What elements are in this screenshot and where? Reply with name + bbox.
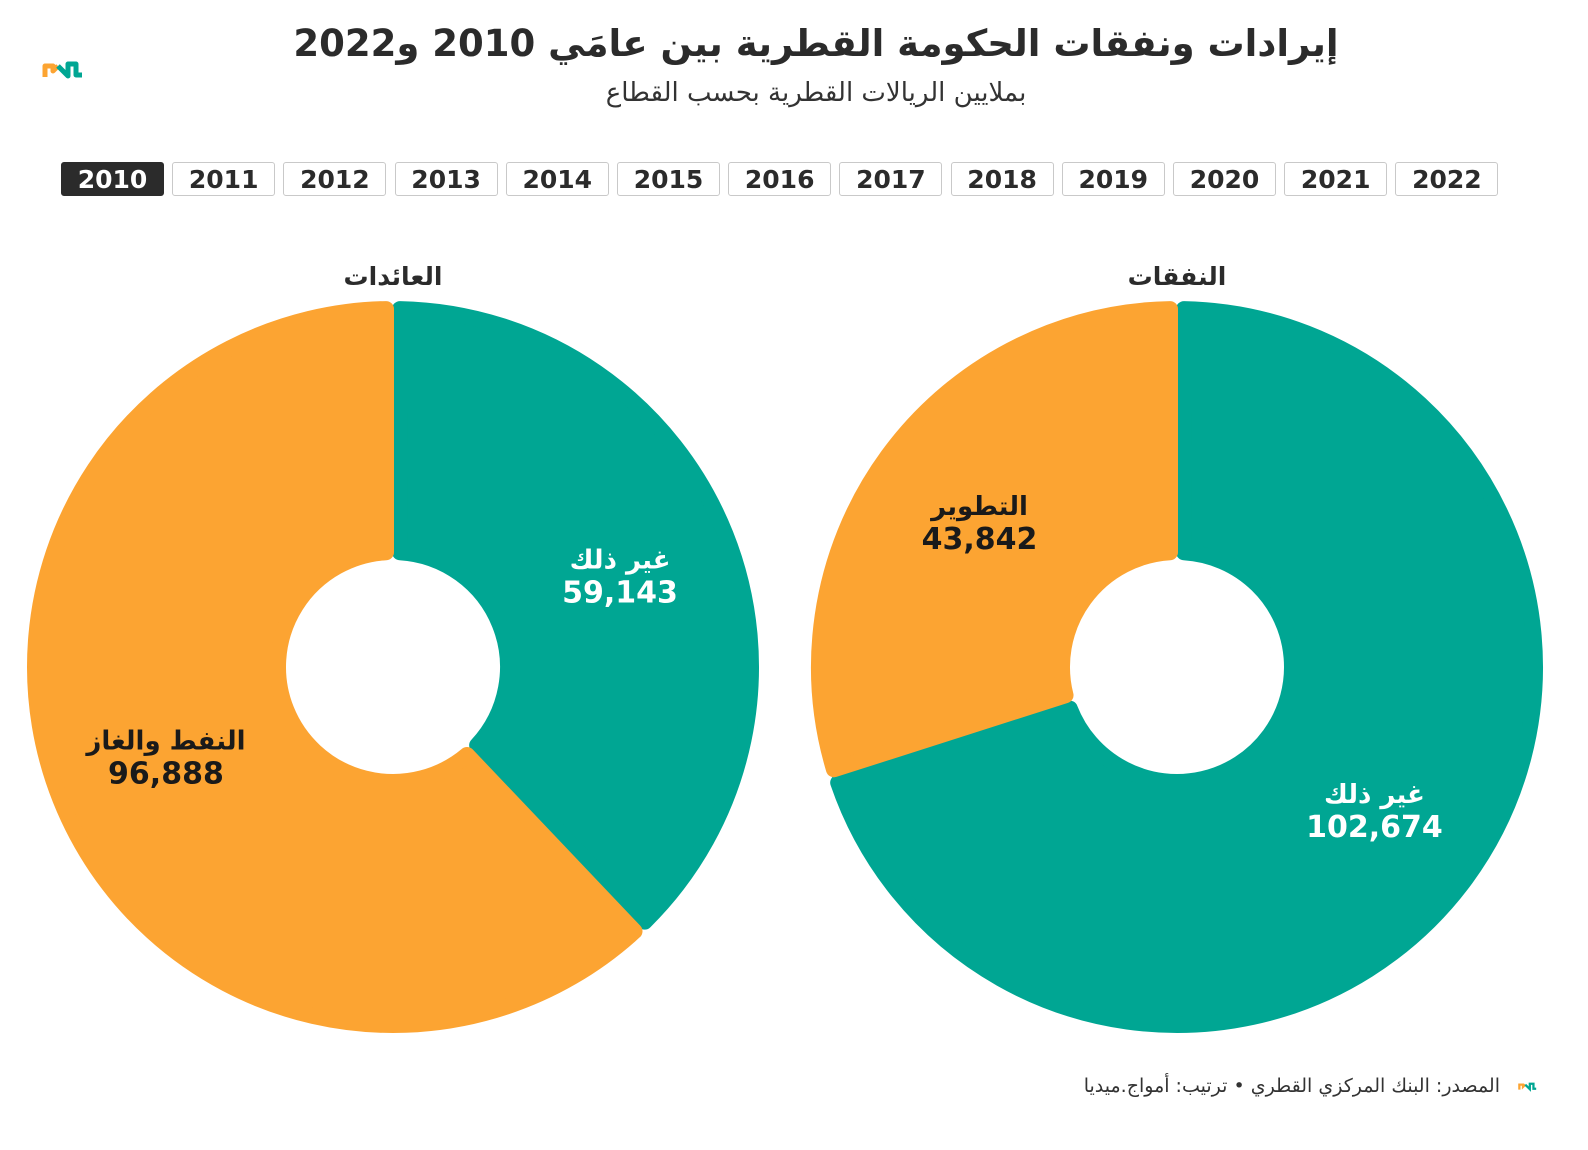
year-tab-2019[interactable]: 2019	[1061, 162, 1165, 196]
slice-label-revenues-1: النفط والغاز	[84, 727, 245, 757]
year-tab-2015[interactable]: 2015	[617, 162, 720, 196]
slice-value-revenues-1: 96,888	[108, 757, 224, 792]
year-tab-2012[interactable]: 2012	[283, 162, 387, 196]
year-tab-2018[interactable]: 2018	[950, 162, 1054, 196]
year-tab-2011[interactable]: 2011	[172, 162, 276, 196]
year-tabs: 2010 2011 2012 2013 2014 2015 2016 2017 2018 2019…	[61, 162, 1503, 198]
chart-title: إيرادات ونفقات الحكومة القطرية بين عامَي…	[293, 22, 1339, 65]
amwaj-small-logo-icon	[1518, 1082, 1537, 1092]
slice-label-expenditures-1: التطوير	[929, 492, 1028, 522]
donut-title-expenditures: النفقات	[1128, 262, 1227, 291]
year-tab-2010[interactable]: 2010	[61, 162, 164, 196]
slice-value-expenditures-0: 102,674	[1306, 810, 1443, 845]
chart-subtitle: بملايين الريالات القطرية بحسب القطاع	[605, 78, 1027, 108]
year-tab-2021[interactable]: 2021	[1284, 162, 1388, 196]
source-note: المصدر: البنك المركزي القطري • ترتيب: أم…	[1083, 1075, 1500, 1097]
year-tab-2016[interactable]: 2016	[728, 162, 832, 196]
year-tab-2014[interactable]: 2014	[505, 162, 609, 196]
slice-label-revenues-0: غير ذلك	[570, 545, 671, 575]
slice-revenues-0[interactable]	[391, 301, 759, 930]
amwaj-logo-icon	[42, 61, 82, 79]
slice-value-revenues-0: 59,143	[562, 575, 678, 610]
year-tab-2013[interactable]: 2013	[394, 162, 498, 196]
year-tab-2022[interactable]: 2022	[1395, 162, 1499, 196]
slice-expenditures-0[interactable]	[830, 301, 1543, 1033]
slice-revenues-1[interactable]	[27, 301, 643, 1033]
slice-value-expenditures-1: 43,842	[922, 522, 1038, 557]
donut-title-revenues: العائدات	[344, 262, 443, 291]
slice-label-expenditures-0: غير ذلك	[1324, 780, 1425, 810]
slice-expenditures-1[interactable]	[811, 301, 1178, 778]
year-tab-2017[interactable]: 2017	[839, 162, 943, 196]
year-tab-2020[interactable]: 2020	[1173, 162, 1276, 196]
